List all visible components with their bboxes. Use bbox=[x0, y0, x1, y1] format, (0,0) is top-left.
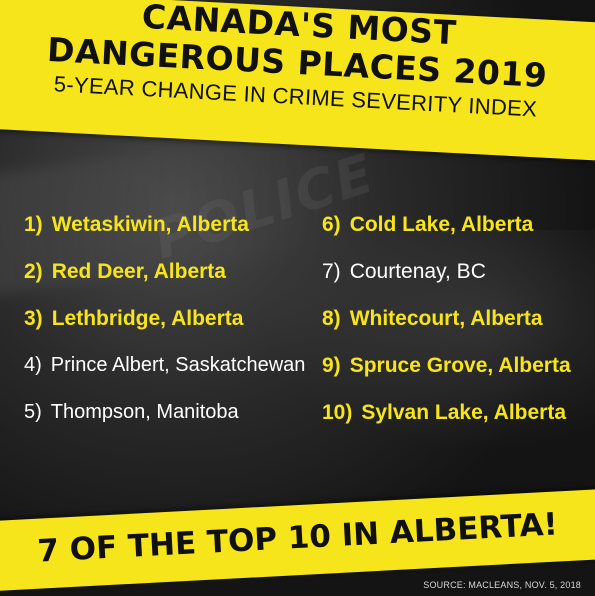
place-name: Spruce Grove, Alberta bbox=[349, 353, 571, 377]
background-vehicle-shape bbox=[265, 230, 595, 450]
place-name: Cold Lake, Alberta bbox=[349, 212, 534, 236]
rank-number: 1) bbox=[24, 212, 43, 236]
ranking-list-left: 1) Wetaskiwin, Alberta 2) Red Deer, Albe… bbox=[24, 201, 305, 436]
list-item: 7) Courtenay, BC bbox=[322, 248, 571, 295]
place-name: Thompson, Manitoba bbox=[50, 401, 239, 423]
rank-number: 6) bbox=[322, 212, 341, 236]
place-name: Red Deer, Alberta bbox=[51, 259, 226, 283]
rank-number: 8) bbox=[322, 306, 341, 330]
rank-number: 3) bbox=[24, 306, 43, 330]
list-item: 5) Thompson, Manitoba bbox=[24, 389, 305, 436]
rank-number: 2) bbox=[24, 259, 43, 283]
rank-number: 9) bbox=[322, 353, 341, 377]
ranking-list-right: 6) Cold Lake, Alberta 7) Courtenay, BC 8… bbox=[322, 201, 571, 436]
source-credit: SOURCE: MACLEANS, NOV. 5, 2018 bbox=[423, 580, 581, 590]
rank-number: 10) bbox=[322, 400, 353, 424]
place-name: Courtenay, BC bbox=[349, 259, 486, 283]
list-item: 1) Wetaskiwin, Alberta bbox=[24, 201, 305, 248]
list-item: 8) Whitecourt, Alberta bbox=[322, 295, 571, 342]
list-item: 6) Cold Lake, Alberta bbox=[322, 201, 571, 248]
list-item: 10) Sylvan Lake, Alberta bbox=[322, 389, 571, 436]
rank-number: 4) bbox=[24, 354, 42, 376]
list-item: 3) Lethbridge, Alberta bbox=[24, 295, 305, 342]
rank-number: 7) bbox=[322, 259, 341, 283]
list-item: 9) Spruce Grove, Alberta bbox=[322, 342, 571, 389]
list-item: 4) Prince Albert, Saskatchewan bbox=[24, 342, 305, 389]
place-name: Whitecourt, Alberta bbox=[349, 306, 543, 330]
rank-number: 5) bbox=[24, 401, 42, 423]
place-name: Wetaskiwin, Alberta bbox=[51, 212, 249, 236]
list-item: 2) Red Deer, Alberta bbox=[24, 248, 305, 295]
place-name: Sylvan Lake, Alberta bbox=[361, 400, 567, 424]
place-name: Lethbridge, Alberta bbox=[51, 306, 244, 330]
place-name: Prince Albert, Saskatchewan bbox=[50, 354, 306, 376]
